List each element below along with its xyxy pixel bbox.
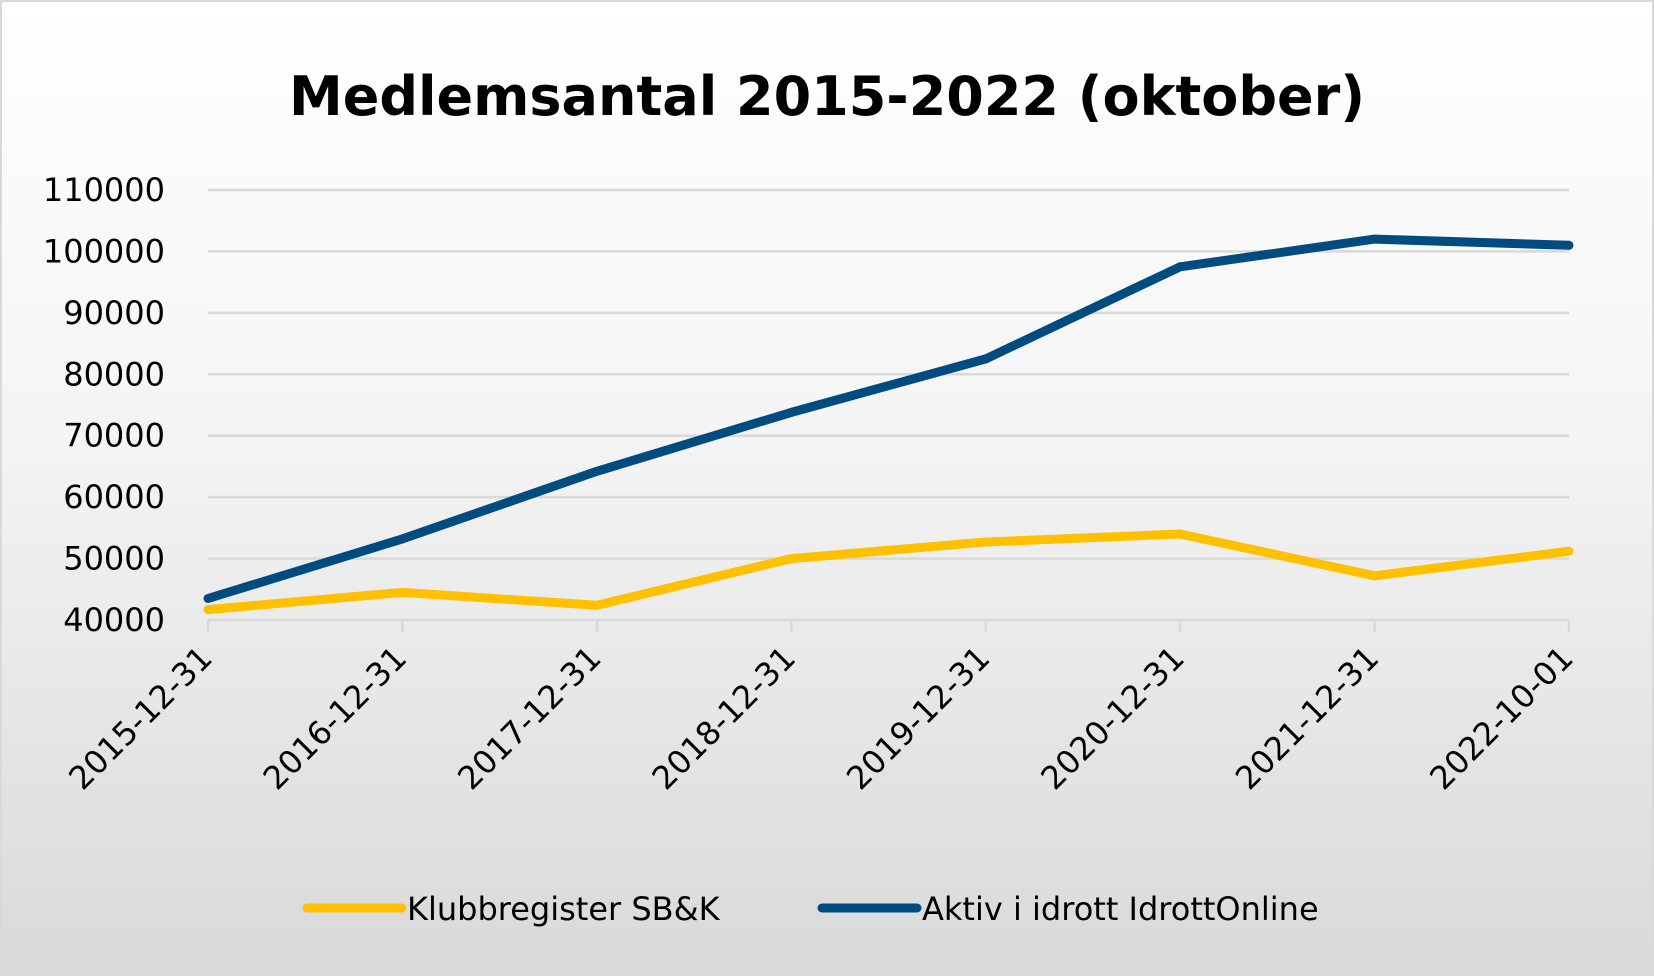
data-point <box>1370 234 1380 244</box>
y-tick-label: 110000 <box>43 171 165 209</box>
legend: Klubbregister SB&K Aktiv i idrott IdrottO… <box>302 890 1319 928</box>
data-point <box>1564 240 1574 250</box>
data-point <box>1370 571 1380 581</box>
y-tick-label: 100000 <box>43 232 165 270</box>
x-tick-label: 2016-12-31 <box>256 639 414 797</box>
y-axis: 40000 50000 60000 70000 80000 90000 100000 1100… <box>43 171 165 639</box>
series-line-1 <box>207 529 1570 615</box>
y-tick-label: 40000 <box>63 601 165 639</box>
data-point <box>203 594 213 603</box>
x-tick-label: 2015-12-31 <box>61 639 219 797</box>
data-point <box>1564 546 1574 556</box>
x-tick-label: 2021-12-31 <box>1228 639 1386 797</box>
data-point <box>203 605 213 615</box>
data-point <box>981 354 991 364</box>
data-point <box>592 600 602 610</box>
gridlines <box>208 188 1569 560</box>
data-point <box>1175 262 1185 272</box>
x-tick-label: 2022-10-01 <box>1422 639 1580 797</box>
x-axis: 2015-12-31 2016-12-31 2017-12-31 2018-12-31… <box>61 618 1581 797</box>
x-tick-label: 2020-12-31 <box>1033 639 1191 797</box>
data-point <box>1175 529 1185 539</box>
data-point <box>786 407 796 417</box>
x-tick-label: 2017-12-31 <box>450 639 608 797</box>
legend-label: Klubbregister SB&K <box>407 890 721 928</box>
y-tick-label: 70000 <box>63 417 165 455</box>
data-point <box>786 554 796 564</box>
y-tick-label: 60000 <box>63 478 165 516</box>
legend-label: Aktiv i idrott IdrottOnline <box>922 890 1319 928</box>
y-tick-label: 80000 <box>63 355 165 393</box>
series-lines <box>203 234 1574 615</box>
y-tick-label: 50000 <box>63 540 165 578</box>
chart-title: Medlemsantal 2015-2022 (oktober) <box>289 65 1365 128</box>
data-point <box>397 587 407 597</box>
x-tick-label: 2019-12-31 <box>839 639 997 797</box>
y-tick-label: 90000 <box>63 294 165 332</box>
series-line-2 <box>206 234 1570 603</box>
data-point <box>981 537 991 547</box>
x-tick-label: 2018-12-31 <box>645 639 803 797</box>
data-point <box>592 466 602 476</box>
data-point <box>397 534 407 544</box>
